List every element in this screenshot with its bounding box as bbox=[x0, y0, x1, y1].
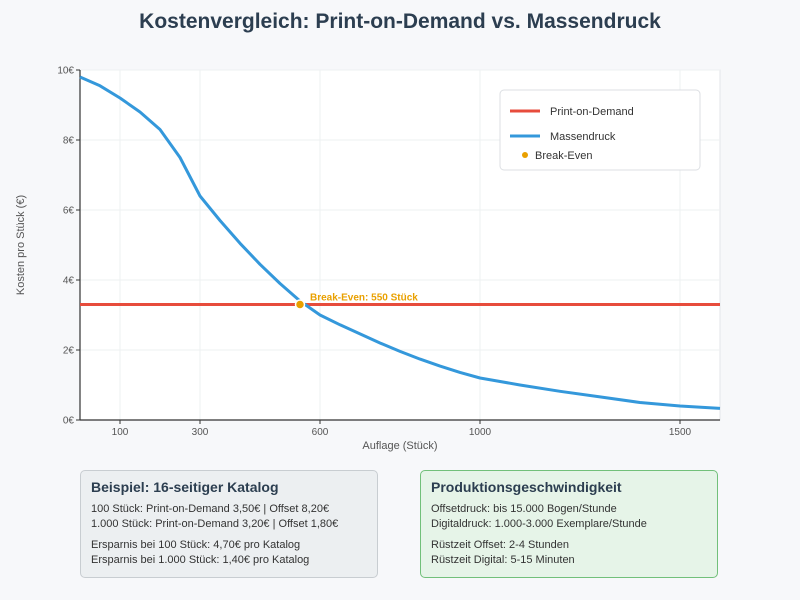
x-tick-label: 600 bbox=[312, 427, 329, 438]
example-catalog-box: Beispiel: 16-seitiger Katalog 100 Stück:… bbox=[80, 470, 378, 578]
x-tick-label: 300 bbox=[192, 427, 209, 438]
cost-comparison-chart: 100 300 600 1000 1500 0€ 2€ 4€ 6€ 8€ 10€ Auflage (S… bbox=[15, 66, 721, 452]
series-line-massendruck bbox=[79, 75, 721, 410]
savings-line-100: Ersparnis bei 100 Stück: 4,70€ pro Katal… bbox=[91, 539, 301, 551]
setup-line-offset: Rüstzeit Offset: 2-4 Stunden bbox=[431, 539, 569, 551]
legend-label: Break-Even bbox=[535, 150, 592, 162]
legend-label: Massendruck bbox=[550, 131, 616, 143]
setup-line-digital: Rüstzeit Digital: 5-15 Minuten bbox=[431, 554, 575, 566]
y-tick-label: 6€ bbox=[63, 206, 75, 217]
break-even-label: Break-Even: 550 Stück bbox=[310, 293, 418, 304]
example-box-title: Beispiel: 16-seitiger Katalog bbox=[91, 479, 279, 495]
x-tick-label: 100 bbox=[112, 427, 129, 438]
production-speed-box: Produktionsgeschwindigkeit Offsetdruck: … bbox=[420, 470, 718, 578]
example-line-100: 100 Stück: Print-on-Demand 3,50€ | Offse… bbox=[91, 503, 330, 515]
y-tick-label: 8€ bbox=[63, 136, 75, 147]
speed-line-digital: Digitaldruck: 1.000-3.000 Exemplare/Stun… bbox=[431, 518, 647, 530]
example-line-1000: 1.000 Stück: Print-on-Demand 3,20€ | Off… bbox=[91, 518, 339, 530]
y-tick-label: 4€ bbox=[63, 276, 75, 287]
y-tick-label: 2€ bbox=[63, 346, 75, 357]
break-even-point bbox=[294, 299, 306, 310]
legend-label: Print-on-Demand bbox=[550, 106, 634, 118]
speed-line-offset: Offsetdruck: bis 15.000 Bogen/Stunde bbox=[431, 503, 617, 515]
y-tick-label: 10€ bbox=[57, 66, 74, 77]
chart-title: Kostenvergleich: Print-on-Demand vs. Mas… bbox=[139, 10, 661, 33]
savings-line-1000: Ersparnis bei 1.000 Stück: 1,40€ pro Kat… bbox=[91, 554, 310, 566]
legend-swatch-break-even bbox=[522, 152, 528, 158]
x-tick-label: 1000 bbox=[469, 427, 492, 438]
y-tick-label: 0€ bbox=[63, 416, 75, 427]
x-tick-label: 1500 bbox=[669, 427, 692, 438]
x-axis-label: Auflage (Stück) bbox=[362, 440, 437, 452]
speed-box-title: Produktionsgeschwindigkeit bbox=[431, 479, 622, 495]
legend-box bbox=[499, 89, 701, 171]
y-axis-label: Kosten pro Stück (€) bbox=[15, 195, 27, 295]
